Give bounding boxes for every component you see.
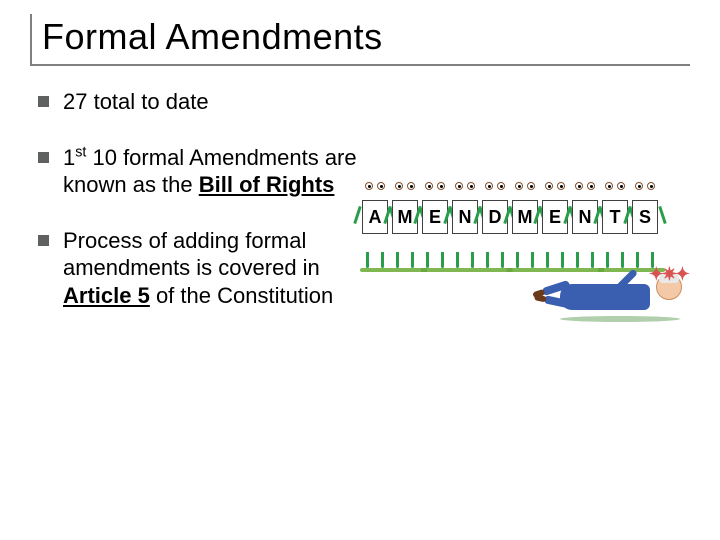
bullet-text: 1st 10 formal Amendments are known as th… [63, 144, 370, 199]
char-eyes [365, 182, 385, 194]
fallen-figure: ✦✷✦ [550, 270, 690, 320]
char-eyes [395, 182, 415, 194]
list-item: Process of adding formal amendments is c… [38, 227, 370, 310]
bullet-marker-icon [38, 235, 49, 246]
title-container: Formal Amendments [30, 14, 690, 66]
char-eyes [485, 182, 505, 194]
char-eyes [425, 182, 445, 194]
fallen-foot [534, 294, 547, 302]
impact-stars-icon: ✦✷✦ [649, 264, 688, 285]
bullet-marker-icon [38, 152, 49, 163]
bullet-text: 27 total to date [63, 88, 209, 116]
fallen-body [560, 284, 650, 310]
char-eyes [575, 182, 595, 194]
letter-characters: AMENDMENTS [360, 200, 660, 270]
char-eyes [455, 182, 475, 194]
amendments-cartoon: AMENDMENTS ✦✷✦ [360, 170, 690, 340]
shadow [560, 316, 680, 322]
char-eyes [605, 182, 625, 194]
bullet-marker-icon [38, 96, 49, 107]
slide: Formal Amendments 27 total to date 1st 1… [0, 0, 720, 540]
letter-character: S [630, 200, 660, 270]
bullet-list: 27 total to date 1st 10 formal Amendment… [30, 88, 370, 337]
char-eyes [635, 182, 655, 194]
bullet-text: Process of adding formal amendments is c… [63, 227, 370, 310]
list-item: 27 total to date [38, 88, 370, 116]
list-item: 1st 10 formal Amendments are known as th… [38, 144, 370, 199]
slide-title: Formal Amendments [42, 16, 690, 58]
char-eyes [545, 182, 565, 194]
char-arms [626, 206, 664, 226]
char-eyes [515, 182, 535, 194]
